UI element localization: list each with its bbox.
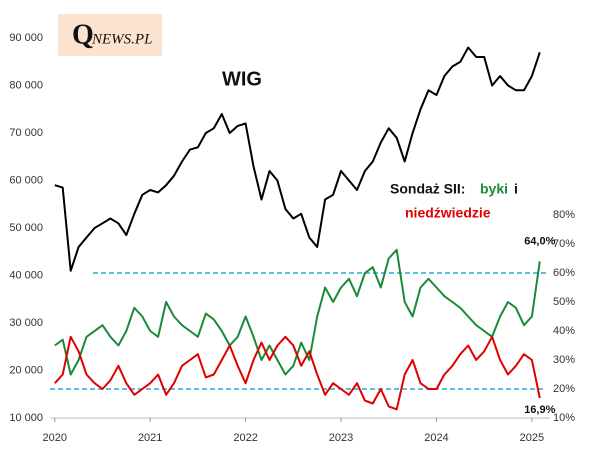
x-tick-label: 2020	[43, 432, 67, 444]
legend-entry: byki	[480, 181, 508, 197]
x-tick-label: 2023	[329, 432, 353, 444]
y-tick-label: 90 000	[9, 32, 43, 44]
legend-entry: niedźwiedzie	[405, 205, 491, 221]
y-tick-label: 10 000	[9, 412, 43, 424]
y2-tick-label: 50%	[553, 296, 575, 308]
chart-title: WIG	[222, 68, 262, 90]
data-label: 64,0%	[524, 235, 555, 247]
series-line	[54, 335, 541, 411]
logo-q: Q	[72, 19, 94, 50]
y2-tick-label: 20%	[553, 383, 575, 395]
y-tick-label: 70 000	[9, 127, 43, 139]
y2-tick-label: 40%	[553, 325, 575, 337]
y2-tick-label: 80%	[553, 209, 575, 221]
y-tick-label: 30 000	[9, 317, 43, 329]
logo-box	[58, 14, 162, 56]
x-tick-label: 2022	[233, 432, 257, 444]
logo-text: NEWS.PL	[91, 31, 152, 47]
series-line	[54, 46, 541, 272]
x-tick-label: 2025	[520, 432, 544, 444]
y-tick-label: 50 000	[9, 222, 43, 234]
y2-tick-label: 70%	[553, 238, 575, 250]
data-label: 16,9%	[524, 404, 555, 416]
y-tick-label: 80 000	[9, 79, 43, 91]
legend-title: Sondaż SII:	[390, 181, 465, 197]
y-tick-label: 40 000	[9, 269, 43, 281]
y-tick-label: 20 000	[9, 364, 43, 376]
y2-tick-label: 10%	[553, 412, 575, 424]
y2-tick-label: 60%	[553, 267, 575, 279]
legend-join: i	[514, 181, 518, 197]
x-tick-label: 2021	[138, 432, 162, 444]
y-tick-label: 60 000	[9, 174, 43, 186]
y2-tick-label: 30%	[553, 354, 575, 366]
x-tick-label: 2024	[424, 432, 448, 444]
